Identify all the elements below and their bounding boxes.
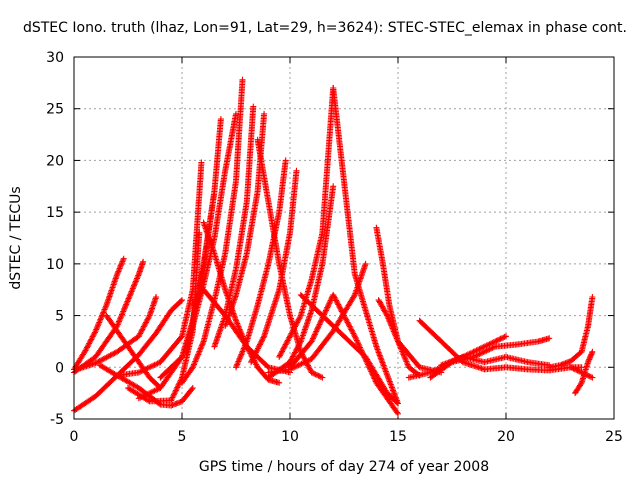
y-axis-label: dSTEC / TECUs (8, 186, 24, 289)
x-tick-label: 15 (389, 429, 407, 445)
series-6-points (125, 229, 203, 405)
x-axis-label: GPS time / hours of day 274 of year 2008 (199, 459, 489, 475)
x-tick-label: 5 (178, 429, 187, 445)
plot-frame (73, 56, 615, 420)
series-27-points (416, 317, 585, 374)
series-16-points (233, 157, 289, 371)
x-tick-label: 0 (70, 429, 79, 445)
series-19-points (265, 183, 337, 381)
y-tick-label: 15 (46, 205, 64, 221)
y-tick-label: 0 (55, 360, 64, 376)
series-14-points (211, 103, 257, 350)
y-tick-label: 30 (46, 50, 64, 66)
series-7-points (114, 159, 205, 379)
series-22-points (330, 85, 401, 407)
series-3-points (103, 312, 164, 391)
y-tick-label: 20 (46, 153, 64, 169)
series-31-points (546, 294, 596, 371)
x-tick-label: 10 (281, 429, 299, 445)
chart-title: dSTEC Iono. truth (lhaz, Lon=91, Lat=29,… (23, 20, 627, 36)
ticks-layer: 0 5 10 15 20 25 -5 0 5 10 15 20 25 30 (46, 50, 623, 445)
series-24-points (297, 291, 401, 407)
series-18-points (254, 136, 326, 381)
points-layer (71, 76, 596, 417)
y-tick-label: 25 (46, 102, 64, 118)
x-tick-label: 25 (605, 429, 623, 445)
x-tick-label: 20 (497, 429, 515, 445)
y-tick-label: -5 (50, 412, 64, 428)
series-4-points (77, 294, 160, 372)
series-10-points (179, 76, 246, 386)
series-30-points (438, 353, 553, 369)
y-tick-label: 5 (55, 309, 64, 325)
series-33-points (567, 364, 596, 381)
y-tick-label: 10 (46, 257, 64, 273)
